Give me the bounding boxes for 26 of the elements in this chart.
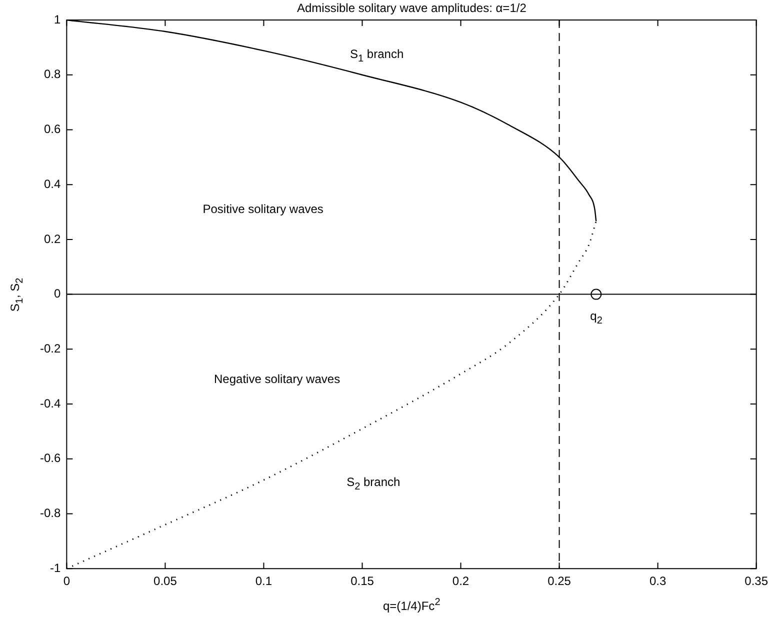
annotation: Negative solitary waves xyxy=(214,372,340,386)
y-tick-label: 0.4 xyxy=(44,176,61,191)
x-tick-label: 0.35 xyxy=(744,574,768,588)
y-tick-label: -0.4 xyxy=(40,396,61,410)
y-tick-label: -0.2 xyxy=(40,341,61,356)
x-tick-label: 0.25 xyxy=(548,574,572,588)
annotation: q$_{2}$ xyxy=(590,308,602,326)
annotation: S$_{1}$ branch xyxy=(350,47,404,65)
chart-title: Admissible solitary wave amplitudes: α=1/2 xyxy=(297,1,526,15)
y-tick-label: 0 xyxy=(54,286,61,301)
x-tick-label: 0 xyxy=(63,574,70,588)
y-tick-label: -1 xyxy=(50,560,61,575)
x-axis-title: q=(1/4)Fc$^{2}$ xyxy=(383,596,440,613)
x-tick-label: 0.05 xyxy=(154,574,178,588)
annotation: S$_{2}$ branch xyxy=(346,475,400,492)
x-tick-label: 0.15 xyxy=(350,574,374,588)
y-tick-label: 1 xyxy=(54,12,61,26)
x-tick-label: 0.2 xyxy=(452,574,470,588)
x-tick-label: 0.3 xyxy=(649,574,666,588)
x-tick-label: 0.1 xyxy=(255,574,272,588)
y-tick-label: 0.2 xyxy=(44,232,61,246)
y-tick-label: -0.6 xyxy=(40,451,61,466)
annotation: Positive solitary waves xyxy=(202,202,324,216)
y-tick-label: -0.8 xyxy=(40,506,61,520)
y-tick-label: 0.8 xyxy=(44,67,61,82)
y-tick-label: 0.6 xyxy=(44,122,61,136)
